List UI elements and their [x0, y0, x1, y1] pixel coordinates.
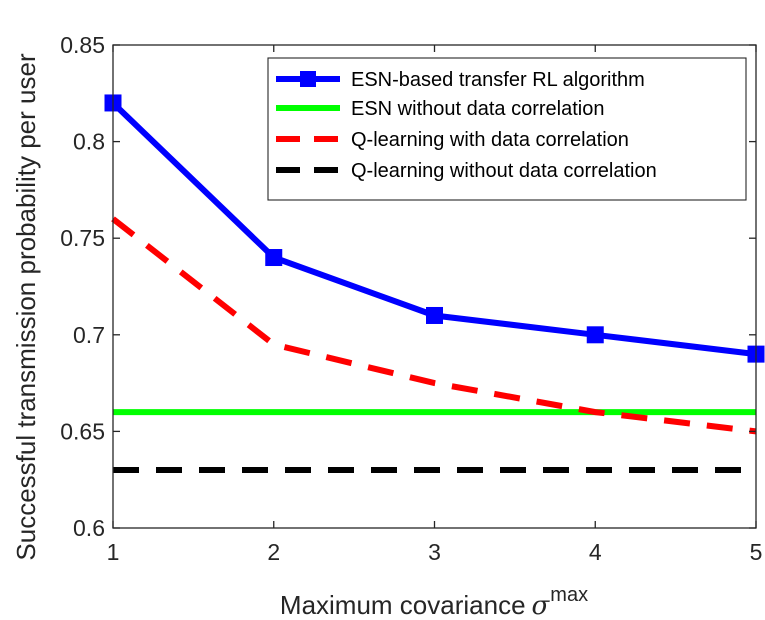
legend-label-4: Q-learning without data correlation — [351, 160, 657, 182]
series-1-marker — [426, 306, 443, 324]
x-tick-label: 3 — [428, 539, 441, 565]
x-axis-title: Maximum covariance σmax — [280, 584, 588, 620]
series-1-marker — [586, 326, 604, 344]
series-layer — [104, 94, 765, 473]
legend-box — [267, 57, 747, 201]
y-axis-title: Successful transmission probability per … — [11, 53, 41, 561]
legend-marker-1 — [300, 71, 316, 87]
legend: ESN-based transfer RL algorithm ESN witho… — [267, 57, 747, 201]
ticks-layer: 1 2 3 4 5 0.6 0.65 0.7 0.75 0.8 0.85 — [60, 32, 762, 565]
x-tick-label: 1 — [107, 539, 120, 565]
x-tick-label: 5 — [750, 539, 763, 565]
y-tick-label: 0.7 — [73, 322, 105, 348]
y-tick-label: 0.85 — [60, 32, 105, 58]
legend-label-2: ESN without data correlation — [351, 98, 604, 120]
x-tick-label: 4 — [589, 539, 602, 565]
y-tick-label: 0.6 — [73, 515, 105, 541]
x-axis-title-text: Maximum covariance — [280, 590, 526, 620]
y-tick-label: 0.65 — [60, 418, 105, 444]
legend-items: ESN-based transfer RL algorithm ESN witho… — [276, 69, 657, 182]
series-line-3 — [111, 216, 757, 435]
y-tick-label: 0.8 — [73, 129, 105, 155]
legend-label-3: Q-learning with data correlation — [351, 129, 629, 151]
x-tick-label: 2 — [267, 539, 280, 565]
x-axis-title-symbol: σ — [532, 591, 551, 620]
x-axis-title-superscript: max — [550, 584, 588, 606]
series-1-marker — [265, 249, 283, 267]
legend-label-1: ESN-based transfer RL algorithm — [351, 69, 645, 91]
y-tick-label: 0.75 — [60, 225, 105, 251]
